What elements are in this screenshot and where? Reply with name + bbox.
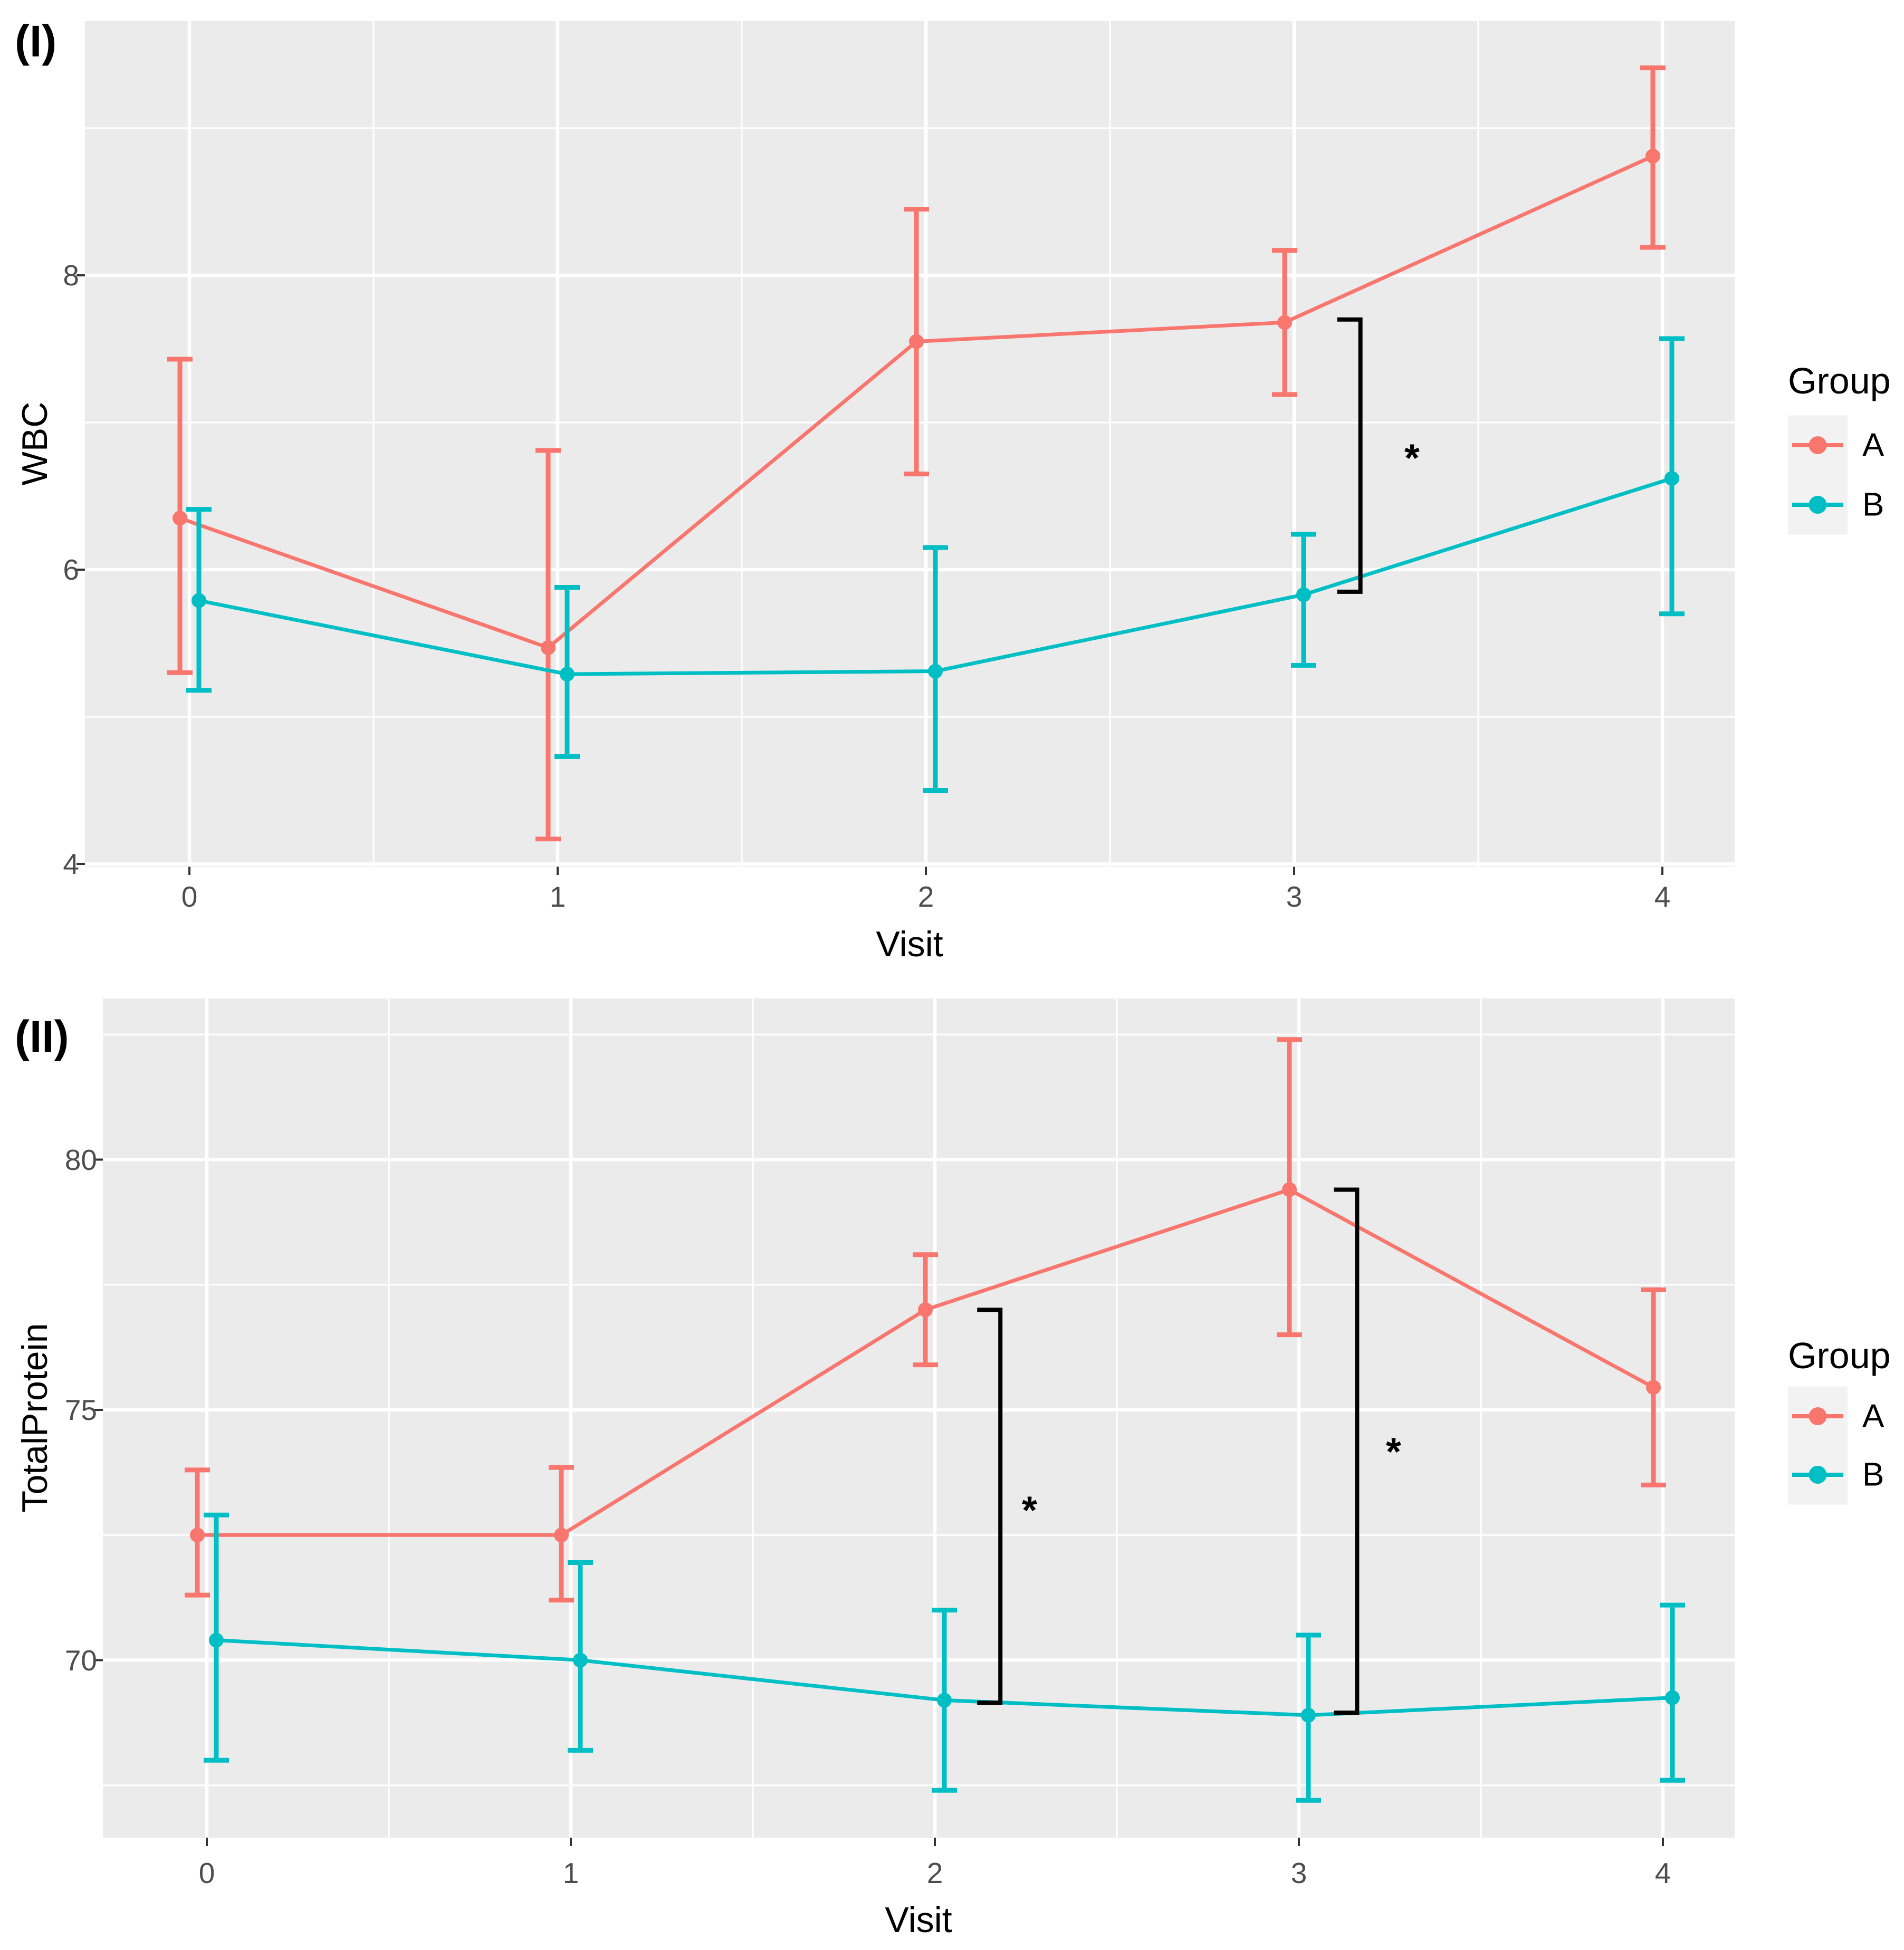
data-point-a [541,640,556,655]
data-point-b [1665,1690,1680,1705]
data-point-b [209,1632,224,1648]
legend-sample-point [1809,1466,1827,1484]
panel-background [103,998,1735,1838]
legend-entry-a: A [1788,1386,1904,1446]
x-axis-tick-label: 0 [181,880,198,913]
panel-background [85,21,1735,867]
legend-sample-glyph [1792,496,1843,514]
legend-label-b: B [1862,486,1884,523]
data-point-a [909,334,924,349]
legend-key-a-icon [1788,1386,1848,1446]
legend-title: Group [1788,360,1891,401]
x-axis-tick-label: 4 [1654,1857,1671,1889]
legend-key-b-icon [1788,1445,1848,1505]
legend-label-b: B [1862,1456,1884,1493]
panel-1-y-axis-title: WBC [15,401,55,486]
y-axis-tick-label: 6 [63,553,79,586]
data-point-b [928,664,943,679]
data-point-a [554,1528,569,1543]
x-axis-tick-label: 1 [562,1857,579,1889]
legend-entry-a: A [1788,415,1904,475]
x-axis-tick-label: 4 [1654,880,1671,913]
data-point-a [173,511,187,526]
data-point-b [573,1653,588,1668]
y-axis-tick-label: 70 [64,1644,97,1677]
significance-bracket [977,1308,1003,1705]
y-axis-tick-label: 4 [63,848,79,880]
x-axis-tick-label: 0 [198,1857,215,1889]
legend-title: Group [1788,1335,1891,1376]
y-axis-tick-label: 8 [63,259,79,292]
legend-sample-point [1809,1407,1827,1425]
legend-sample-point [1809,436,1827,454]
legend-sample-glyph [1792,1407,1843,1425]
x-axis-tick-label: 3 [1290,1857,1307,1889]
data-point-b [1301,1707,1316,1723]
significance-star: * [1021,1488,1037,1532]
y-axis-tick-label: 75 [64,1394,97,1426]
significance-bracket [1334,1187,1360,1715]
significance-star: * [1404,436,1420,480]
data-point-a [1277,315,1292,330]
legend-entry-b: B [1788,1445,1904,1505]
legend-sample-glyph [1792,1466,1843,1484]
legend-entry-b: B [1788,475,1904,535]
legend-key-b-icon [1788,475,1848,535]
data-point-b [937,1693,952,1708]
legend-sample-glyph [1792,436,1843,454]
panel-2-x-axis-title: Visit [885,1900,952,1940]
data-point-a [1646,1380,1661,1395]
legend-label-a: A [1862,427,1884,464]
significance-bracket [1337,317,1363,594]
x-axis-tick-label: 2 [926,1857,943,1889]
legend-sample-point [1809,496,1827,514]
data-point-b [192,593,206,608]
panel-2-tag: (II) [15,1012,69,1061]
legend-key-a-icon [1788,415,1848,475]
x-axis-tick-label: 2 [917,880,934,913]
data-point-b [1296,587,1311,602]
data-point-b [560,667,575,682]
data-point-a [918,1302,933,1318]
y-axis-tick-label: 80 [64,1143,97,1176]
legend-label-a: A [1862,1398,1884,1435]
panel-1-x-axis-title: Visit [876,924,943,964]
data-point-a [1282,1182,1297,1197]
significance-star: * [1385,1429,1401,1474]
panel-1-tag: (I) [15,16,57,66]
data-point-b [1664,471,1679,486]
x-axis-tick-label: 1 [549,880,566,913]
data-point-a [190,1528,205,1543]
x-axis-tick-label: 3 [1286,880,1303,913]
data-point-a [1645,149,1660,164]
